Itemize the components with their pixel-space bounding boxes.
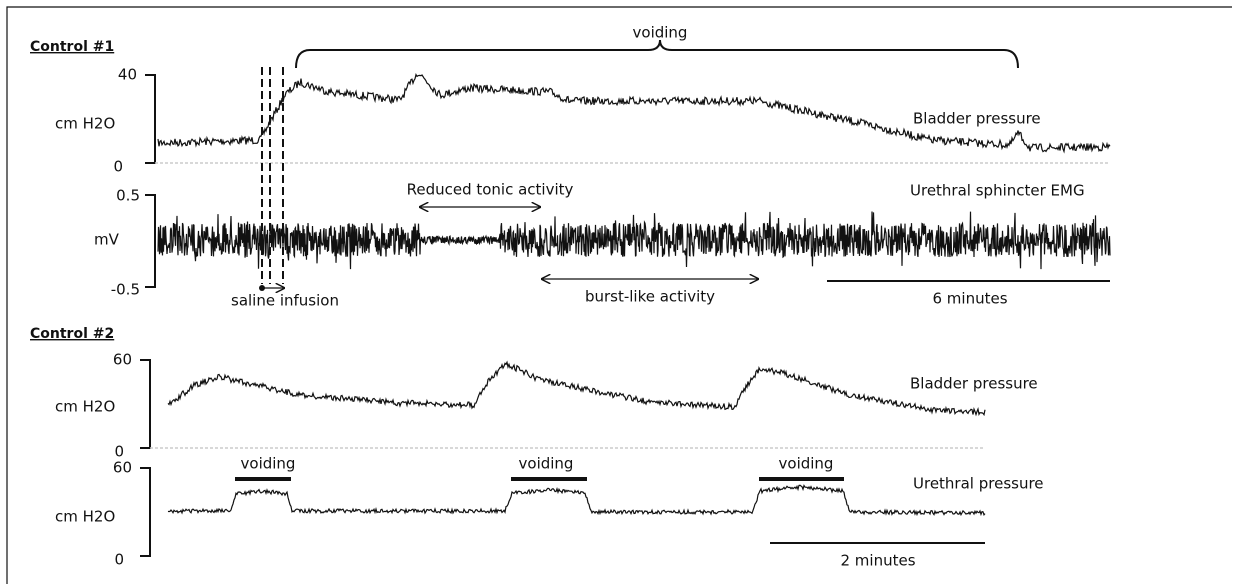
trace-label: Urethral pressure (913, 475, 1044, 493)
axis (145, 74, 156, 164)
frame (6, 6, 1232, 584)
axis-label: mV (94, 231, 120, 249)
axis-label: cm H2O (55, 508, 115, 526)
tick-label: 0 (114, 443, 124, 461)
trace (167, 484, 986, 517)
annotation: voiding (779, 455, 834, 473)
axis-label: cm H2O (55, 115, 115, 133)
brace (295, 39, 1019, 69)
axis (145, 194, 156, 288)
axis (140, 467, 151, 557)
annotation: burst-like activity (585, 288, 715, 306)
annotation: voiding (633, 24, 688, 42)
trace (157, 72, 1111, 154)
trace-label: Bladder pressure (910, 375, 1038, 393)
trace (167, 360, 986, 417)
panel-title: Control #1 (30, 39, 114, 55)
annotation: saline infusion (231, 292, 339, 310)
infusion-lines (261, 67, 284, 284)
tick-label: 60 (113, 351, 132, 369)
tick-label: 0 (113, 158, 123, 176)
tick-label: 0.5 (116, 187, 140, 205)
scale-label: 6 minutes (932, 290, 1007, 308)
tick-label: -0.5 (111, 281, 140, 299)
trace (157, 211, 1111, 270)
axis-label: cm H2O (55, 398, 115, 416)
annotation: Reduced tonic activity (407, 181, 574, 199)
tick-label: 0 (114, 551, 124, 569)
scale-label: 2 minutes (840, 552, 915, 570)
annotation: voiding (241, 455, 296, 473)
panel-title: Control #2 (30, 326, 114, 342)
tick-label: 40 (118, 66, 137, 84)
trace-label: Urethral sphincter EMG (910, 182, 1085, 200)
tick-label: 60 (113, 459, 132, 477)
axis (140, 359, 151, 449)
trace-label: Bladder pressure (913, 110, 1041, 128)
annotation: voiding (519, 455, 574, 473)
